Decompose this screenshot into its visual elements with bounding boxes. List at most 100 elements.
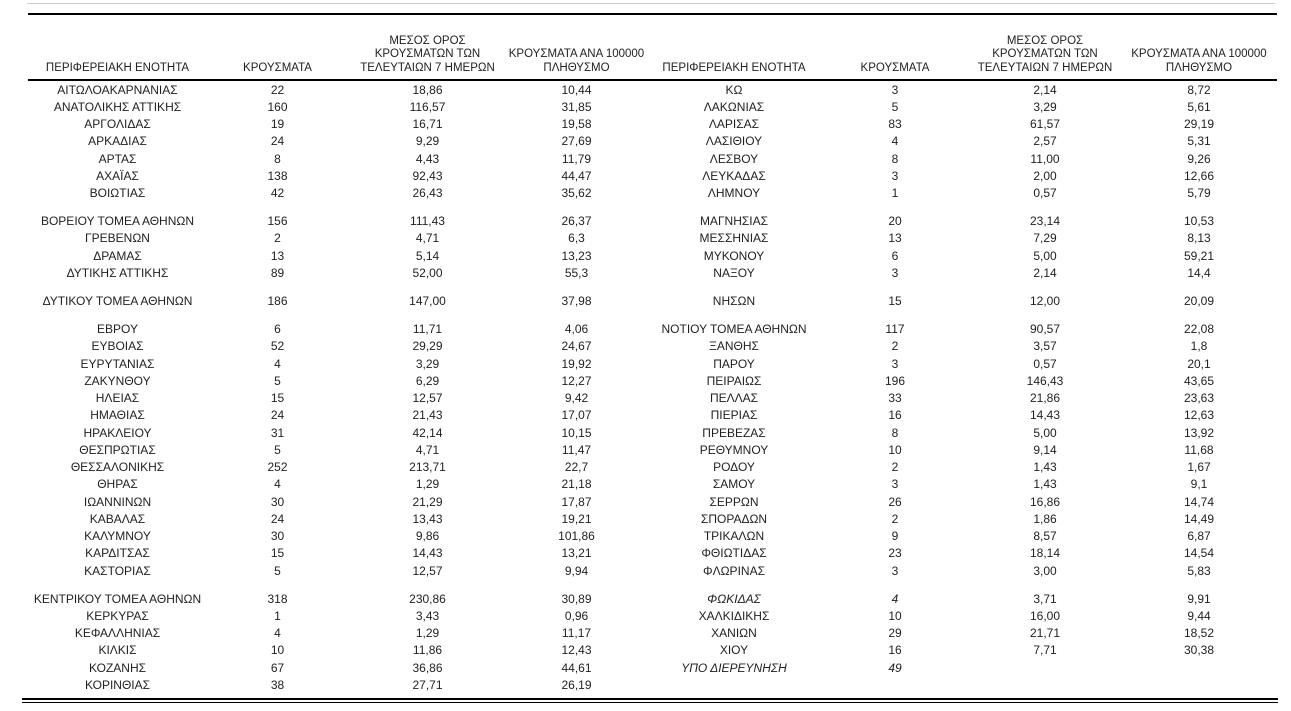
cases-cell: 89: [270, 265, 285, 280]
region-cell: ΚΕΡΚΥΡΑΣ: [86, 608, 149, 623]
avg7-cell: 12,57: [412, 563, 443, 578]
per100k-cell: 17,87: [561, 494, 592, 509]
table-row: ΚΕΝΤΡΙΚΟΥ ΤΟΜΕΑ ΑΘΗΝΩΝ 318 230,86 30,89 ΦΩΚΙ…: [30, 590, 1278, 607]
avg7-cell: 23,14: [1029, 214, 1061, 229]
region-cell: ΘΕΣΣΑΛΟΝΙΚΗΣ: [70, 460, 165, 475]
avg7-cell: 18,14: [1029, 546, 1061, 561]
per100k-cell: 10,15: [561, 425, 592, 440]
region-cell: ΠΕΛΛΑΣ: [709, 391, 759, 406]
avg7-cell: 3,57: [1033, 339, 1057, 354]
cases-cell: 5: [274, 563, 281, 578]
cases-cell: 3: [891, 477, 899, 492]
per100k-cell: 9,94: [564, 563, 589, 578]
per100k-cell: 9,42: [564, 391, 589, 406]
avg7-cell: 21,29: [412, 494, 443, 509]
avg7-cell: 147,00: [409, 293, 446, 308]
avg7-cell: 3,00: [1033, 563, 1057, 578]
region-cell: ΗΜΑΘΙΑΣ: [90, 408, 145, 423]
table-row: ΕΒΡΟΥ 6 11,71 4,06 ΝΟΤΙΟΥ ΤΟΜΕΑ ΑΘΗΝΩΝ 117 90,…: [30, 320, 1278, 337]
cases-cell: 67: [270, 660, 285, 675]
region-cell: ΘΕΣΠΡΩΤΙΑΣ: [79, 442, 156, 457]
per100k-cell: 59,21: [1183, 248, 1215, 263]
region-cell: ΑΝΑΤΟΛΙΚΗΣ ΑΤΤΙΚΗΣ: [53, 99, 182, 114]
table-row: ΑΡΤΑΣ 8 4,43 11,79 ΛΕΣΒΟΥ 8 11,00 9,26: [30, 150, 1278, 167]
per100k-cell: 10,53: [1183, 214, 1215, 229]
per100k-cell: 13,92: [1183, 425, 1215, 440]
per100k-cell: 17,07: [561, 408, 592, 423]
avg7-cell: 26,43: [412, 186, 443, 201]
cases-cell: 196: [884, 373, 906, 388]
cases-cell: 83: [888, 117, 902, 132]
avg7-cell: 1,43: [1033, 477, 1057, 492]
table-row: ΒΟΙΩΤΙΑΣ 42 26,43 35,62 ΛΗΜΝΟΥ 1 0,57 5,79: [30, 185, 1278, 202]
cases-cell: 13: [888, 231, 902, 246]
cases-cell: 24: [270, 511, 285, 526]
per100k-cell: 27,69: [561, 134, 592, 149]
region-cell: ΑΡΓΟΛΙΔΑΣ: [84, 117, 151, 132]
avg7-cell: 2,00: [1033, 168, 1057, 183]
avg7-cell: 1,29: [415, 477, 440, 492]
region-cell: ΔΡΑΜΑΣ: [93, 248, 142, 263]
region-cell: ΚΕΦΑΛΛΗΝΙΑΣ: [74, 626, 161, 641]
region-cell: ΒΟΡΕΙΟΥ ΤΟΜΕΑ ΑΘΗΝΩΝ: [40, 214, 195, 229]
per100k-cell: 1,8: [1190, 339, 1208, 354]
cases-cell: 8: [891, 425, 899, 440]
table-row: ΚΟΡΙΝΘΙΑΣ 38 27,71 26,19: [30, 676, 1278, 693]
cases-cell: 1: [891, 186, 899, 201]
cases-cell: 15: [270, 391, 285, 406]
avg7-cell: 11,71: [412, 322, 443, 337]
cases-cell: 156: [267, 214, 288, 229]
table-row: ΒΟΡΕΙΟΥ ΤΟΜΕΑ ΑΘΗΝΩΝ 156 111,43 26,37 ΜΑΓΝΗΣ…: [30, 213, 1278, 230]
avg7-cell: 12,57: [412, 391, 443, 406]
cases-cell: 23: [888, 546, 902, 561]
cases-cell: 4: [274, 477, 281, 492]
region-cell: ΡΟΔΟΥ: [713, 460, 755, 475]
region-cell: ΦΩΚΙΔΑΣ: [707, 591, 761, 606]
avg7-cell: 36,86: [412, 660, 443, 675]
avg7-cell: 21,71: [1029, 626, 1061, 641]
avg7-cell: 1,29: [415, 626, 440, 641]
per100k-cell: 44,47: [561, 168, 592, 183]
per100k-cell: 26,19: [561, 677, 592, 692]
avg7-cell: 4,71: [415, 442, 440, 457]
cases-cell: 38: [270, 677, 285, 692]
region-cell: ΑΡΚΑΔΙΑΣ: [88, 134, 147, 149]
table-row: ΔΡΑΜΑΣ 13 5,14 13,23 ΜΥΚΟΝΟΥ 6 5,00 59,21: [30, 247, 1278, 264]
cases-cell: 42: [270, 186, 285, 201]
avg7-cell: 111,43: [410, 214, 445, 229]
cases-cell: 2: [274, 231, 281, 246]
cases-cell: 8: [274, 151, 281, 166]
per100k-cell: 14,49: [1183, 511, 1215, 526]
avg7-cell: 146,43: [1026, 373, 1064, 388]
avg7-cell: 9,14: [1033, 442, 1057, 457]
cases-cell: 33: [888, 391, 902, 406]
per100k-cell: 5,61: [1187, 99, 1211, 114]
column-header-region-right: ΠΕΡΙΦΕΡΕΙΑΚΗ ΕΝΟΤΗΤΑ: [662, 61, 806, 74]
cases-cell: 31: [270, 425, 285, 440]
region-cell: ΔΥΤΙΚΗΣ ΑΤΤΙΚΗΣ: [66, 265, 169, 280]
region-cell: ΜΕΣΣΗΝΙΑΣ: [699, 231, 769, 246]
cases-cell: 6: [891, 248, 899, 263]
avg7-cell: 3,29: [1033, 99, 1057, 114]
region-cell: ΔΥΤΙΚΟΥ ΤΟΜΕΑ ΑΘΗΝΩΝ: [42, 293, 193, 308]
per100k-cell: 5,31: [1187, 134, 1211, 149]
table-row: ΚΕΡΚΥΡΑΣ 1 3,43 0,96 ΧΑΛΚΙΔΙΚΗΣ 10 16,00 9,44: [30, 607, 1278, 624]
per100k-cell: 9,91: [1187, 591, 1211, 606]
per100k-cell: 9,26: [1187, 151, 1211, 166]
per100k-cell: 11,79: [561, 151, 592, 166]
cases-cell: 318: [267, 591, 288, 606]
per100k-cell: 35,62: [561, 186, 592, 201]
region-cell: ΦΘΙΩΤΙΔΑΣ: [701, 546, 767, 561]
per100k-cell: 6,3: [568, 231, 585, 246]
avg7-cell: 11,00: [1030, 151, 1060, 166]
cases-cell: 19: [270, 117, 285, 132]
region-cell: ΙΩΑΝΝΙΝΩΝ: [83, 494, 152, 509]
per100k-cell: 6,87: [1187, 529, 1211, 544]
avg7-cell: 230,86: [409, 591, 446, 606]
region-cell: ΡΕΘΥΜΝΟΥ: [699, 442, 769, 457]
cases-cell: 30: [270, 529, 285, 544]
per100k-cell: 11,47: [561, 442, 592, 457]
per100k-cell: 37,98: [561, 293, 592, 308]
per100k-cell: 14,4: [1187, 265, 1211, 280]
per100k-cell: 12,27: [561, 373, 592, 388]
